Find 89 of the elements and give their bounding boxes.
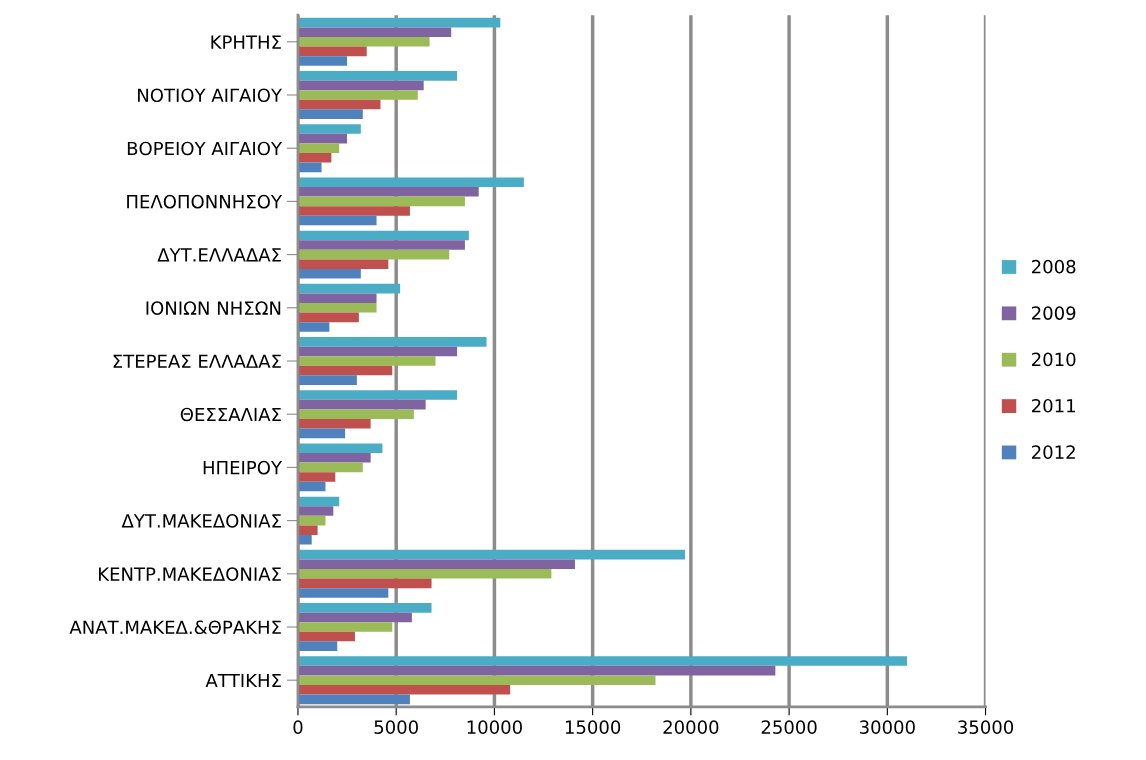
y-tick-label: ΒΟΡΕΙΟΥ ΑΙΓΑΙΟΥ bbox=[127, 141, 283, 156]
y-tick-label: ΑΝΑΤ.ΜΑΚΕΔ.&ΘΡΑΚΗΣ bbox=[69, 620, 281, 635]
bar bbox=[297, 534, 312, 545]
bar bbox=[297, 196, 465, 207]
bar bbox=[297, 665, 776, 676]
y-tick-label: ΑΤΤΙΚΗΣ bbox=[205, 673, 281, 688]
bar bbox=[297, 675, 656, 685]
bar bbox=[297, 569, 552, 579]
bar bbox=[297, 462, 363, 473]
bar bbox=[297, 293, 377, 304]
bar bbox=[297, 365, 393, 376]
bar bbox=[297, 259, 389, 269]
x-tick-label: 35000 bbox=[958, 720, 1014, 734]
x-tick-label: 5000 bbox=[374, 720, 418, 734]
bar bbox=[297, 187, 479, 197]
x-tick-label: 25000 bbox=[761, 720, 817, 734]
y-tick-label: ΝΟΤΙΟΥ ΑΙΓΑΙΟΥ bbox=[138, 88, 283, 103]
bar bbox=[297, 612, 412, 623]
bar bbox=[297, 240, 465, 250]
bar bbox=[297, 230, 469, 241]
bar bbox=[297, 71, 458, 81]
bar bbox=[297, 143, 340, 153]
bar bbox=[297, 312, 359, 323]
bar bbox=[297, 453, 371, 463]
bar bbox=[297, 375, 357, 385]
bar bbox=[297, 428, 346, 439]
bar bbox=[297, 356, 436, 366]
bar bbox=[297, 27, 452, 38]
bar bbox=[297, 631, 355, 642]
bar bbox=[297, 162, 322, 173]
bar bbox=[297, 56, 348, 66]
bar bbox=[297, 17, 501, 28]
x-tick-label: 30000 bbox=[859, 720, 915, 734]
bar bbox=[297, 124, 361, 134]
y-tick-label: ΔΥΤ.ΜΑΚΕΔΟΝΙΑΣ bbox=[121, 514, 281, 528]
bar bbox=[297, 322, 330, 332]
bar bbox=[297, 337, 487, 347]
y-tick-label: ΗΠΕΙΡΟΥ bbox=[203, 460, 283, 475]
bar bbox=[297, 99, 381, 110]
bar bbox=[297, 684, 511, 695]
bar bbox=[297, 90, 418, 100]
bar bbox=[297, 206, 410, 216]
bar bbox=[297, 37, 430, 47]
bar bbox=[297, 346, 458, 357]
y-tick-label: ΚΡΗΤΗΣ bbox=[211, 35, 281, 49]
legend-label: 2008 bbox=[1032, 259, 1076, 274]
bar bbox=[297, 588, 389, 598]
y-tick-label: ΠΕΛΟΠΟΝΝΗΣΟΥ bbox=[127, 194, 283, 209]
bar bbox=[297, 578, 432, 589]
bar bbox=[297, 603, 432, 613]
y-tick-label: ΚΕΝΤΡ.ΜΑΚΕΔΟΝΙΑΣ bbox=[99, 567, 281, 581]
bar bbox=[297, 622, 393, 632]
bar bbox=[297, 506, 334, 516]
x-tick-label: 15000 bbox=[565, 720, 621, 734]
bar bbox=[297, 409, 414, 419]
legend-label: 2010 bbox=[1032, 352, 1076, 367]
bar bbox=[297, 283, 401, 294]
bar bbox=[297, 496, 340, 507]
bar bbox=[297, 177, 524, 188]
bar bbox=[297, 268, 361, 279]
bar bbox=[297, 215, 377, 226]
y-tick-label: ΙΟΝΙΩΝ ΝΗΣΩΝ bbox=[146, 301, 281, 315]
bar bbox=[297, 525, 318, 535]
bar bbox=[297, 443, 383, 454]
x-tick-label: 0 bbox=[293, 720, 303, 734]
bar bbox=[297, 399, 426, 410]
y-tick-label: ΣΤΕΡΕΑΣ ΕΛΛΑΔΑΣ bbox=[113, 354, 281, 368]
bar bbox=[297, 549, 685, 560]
legend-label: 2011 bbox=[1032, 398, 1075, 413]
bar bbox=[297, 109, 363, 119]
y-tick-label: ΘΕΣΣΑΛΙΑΣ bbox=[180, 407, 281, 422]
bar bbox=[297, 133, 348, 144]
bar bbox=[297, 472, 336, 482]
legend-label: 2009 bbox=[1032, 306, 1076, 320]
bar bbox=[297, 152, 332, 163]
bar bbox=[297, 641, 338, 651]
bar bbox=[297, 559, 575, 570]
bar bbox=[297, 303, 377, 313]
bar bbox=[297, 694, 410, 705]
y-tick-label: ΔΥΤ.ΕΛΛΑΔΑΣ bbox=[157, 248, 281, 262]
x-tick-label: 20000 bbox=[663, 720, 719, 734]
bar bbox=[297, 80, 424, 91]
bar bbox=[297, 249, 450, 260]
legend-label: 2012 bbox=[1032, 445, 1075, 459]
bar bbox=[297, 390, 458, 400]
bar bbox=[297, 46, 367, 57]
x-tick-label: 10000 bbox=[467, 720, 522, 734]
bar bbox=[297, 418, 371, 429]
bar bbox=[297, 656, 907, 666]
